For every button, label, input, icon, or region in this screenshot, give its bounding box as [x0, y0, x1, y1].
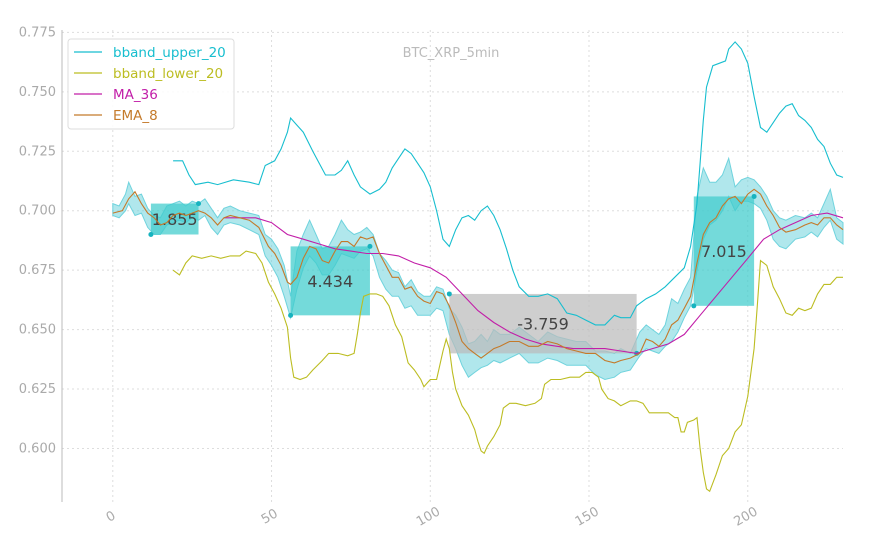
trade-exit-point [751, 193, 757, 199]
series-line-bband-upper-20 [173, 41, 844, 326]
trade-exit-point [196, 201, 202, 207]
legend-box [67, 38, 235, 130]
x-tick-label: 200 [732, 504, 761, 529]
series-line-ma-36 [223, 212, 844, 354]
x-tick-label: 50 [259, 506, 281, 527]
legend-entry: bband_lower_20 [113, 66, 223, 82]
y-tick-label: 0.775 [19, 25, 56, 40]
y-tick-label: 0.600 [19, 441, 56, 456]
trade-entry-point [148, 231, 154, 237]
trade-label: 7.015 [701, 242, 747, 261]
legend-entry: EMA_8 [113, 108, 158, 124]
x-tick-label: 100 [414, 504, 443, 529]
y-tick-label: 0.675 [19, 263, 56, 278]
series-lines [112, 41, 844, 493]
chart-title: BTC_XRP_5min [403, 46, 500, 61]
trade-box [150, 203, 199, 235]
legend-entry: MA_36 [113, 87, 158, 103]
y-tick-label: 0.725 [19, 144, 56, 159]
trade-exit-point [367, 243, 373, 249]
y-tick-label: 0.650 [19, 323, 56, 338]
trade-entry-point [446, 291, 452, 297]
trade-label: -3.759 [517, 315, 569, 334]
legend: bband_upper_20 bband_lower_20 MA_36 EMA_8 [67, 38, 235, 130]
series-line-ema-8 [112, 188, 844, 364]
x-tick-label: 150 [573, 504, 602, 529]
legend-entry: bband_upper_20 [113, 45, 226, 61]
trade-label: 4.434 [307, 272, 353, 291]
x-tick-label: 0 [104, 508, 119, 525]
trade-entry-point [288, 312, 294, 318]
y-tick-label: 0.625 [19, 382, 56, 397]
y-tick-label: 0.750 [19, 85, 56, 100]
trade-entry-point [691, 303, 697, 309]
y-tick-label: 0.700 [19, 204, 56, 219]
trade-label: 1.855 [152, 210, 198, 229]
series-line-bband-lower-20 [172, 250, 843, 493]
